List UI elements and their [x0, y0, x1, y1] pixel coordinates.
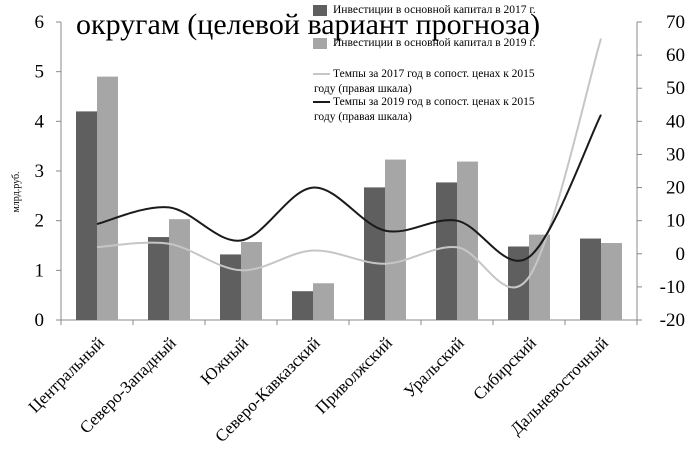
y-tick-label: 4 [35, 111, 45, 132]
legend-swatch [313, 5, 327, 16]
y-tick-label: 1 [35, 260, 45, 281]
legend-label: Темпы за 2017 год в сопост. ценах к 2015… [314, 68, 535, 95]
lines [96, 38, 602, 289]
y2-tick-label: 40 [666, 111, 685, 132]
y-axis-label: млрд.руб. [11, 171, 22, 212]
category-label: Уральский [400, 333, 468, 401]
bar [601, 243, 622, 320]
y-tick-label: 5 [35, 62, 45, 83]
y2-tick-label: -20 [660, 310, 685, 331]
bar [76, 111, 97, 321]
bar [169, 219, 190, 320]
bars [76, 76, 622, 321]
y2-tick-label: 50 [666, 78, 685, 99]
series-line [96, 38, 602, 289]
bar [436, 182, 457, 320]
bar [241, 242, 262, 320]
legend-swatch [313, 38, 327, 49]
y2-tick-label: -10 [660, 277, 685, 298]
bar [508, 246, 529, 320]
legend-label: Темпы за 2019 год в сопост. ценах к 2015… [314, 96, 535, 123]
y-tick-label: 3 [35, 161, 45, 182]
bar [292, 291, 313, 320]
bar [385, 159, 406, 320]
category-label: Сибирский [469, 333, 539, 403]
category-label: Приволжский [312, 333, 396, 417]
bar [529, 234, 550, 320]
y2-tick-label: 0 [676, 244, 686, 265]
bar [457, 161, 478, 320]
y-tick-label: 6 [35, 12, 45, 33]
bar [97, 76, 118, 320]
bar [313, 283, 334, 320]
y-tick-label: 0 [35, 310, 45, 331]
legend-label: Инвестиции в основной капитал в 2019 г. [333, 37, 536, 49]
bar [148, 237, 169, 320]
y2-tick-label: 10 [666, 211, 685, 232]
y2-tick-label: 70 [666, 12, 685, 33]
category-label: Южный [197, 333, 252, 388]
chart-title: округам (целевой вариант прогноза) [76, 8, 540, 41]
bar [364, 187, 385, 320]
y2-tick-label: 30 [666, 144, 685, 165]
y-tick-label: 2 [35, 211, 45, 232]
y2-tick-label: 20 [666, 178, 685, 199]
bar [220, 254, 241, 320]
series-line [96, 114, 602, 262]
legend-label: Инвестиции в основной капитал в 2017 г. [333, 4, 536, 16]
y2-tick-label: 60 [666, 45, 685, 66]
bar [580, 238, 601, 320]
legend: Инвестиции в основной капитал в 2017 г. И… [313, 4, 536, 123]
